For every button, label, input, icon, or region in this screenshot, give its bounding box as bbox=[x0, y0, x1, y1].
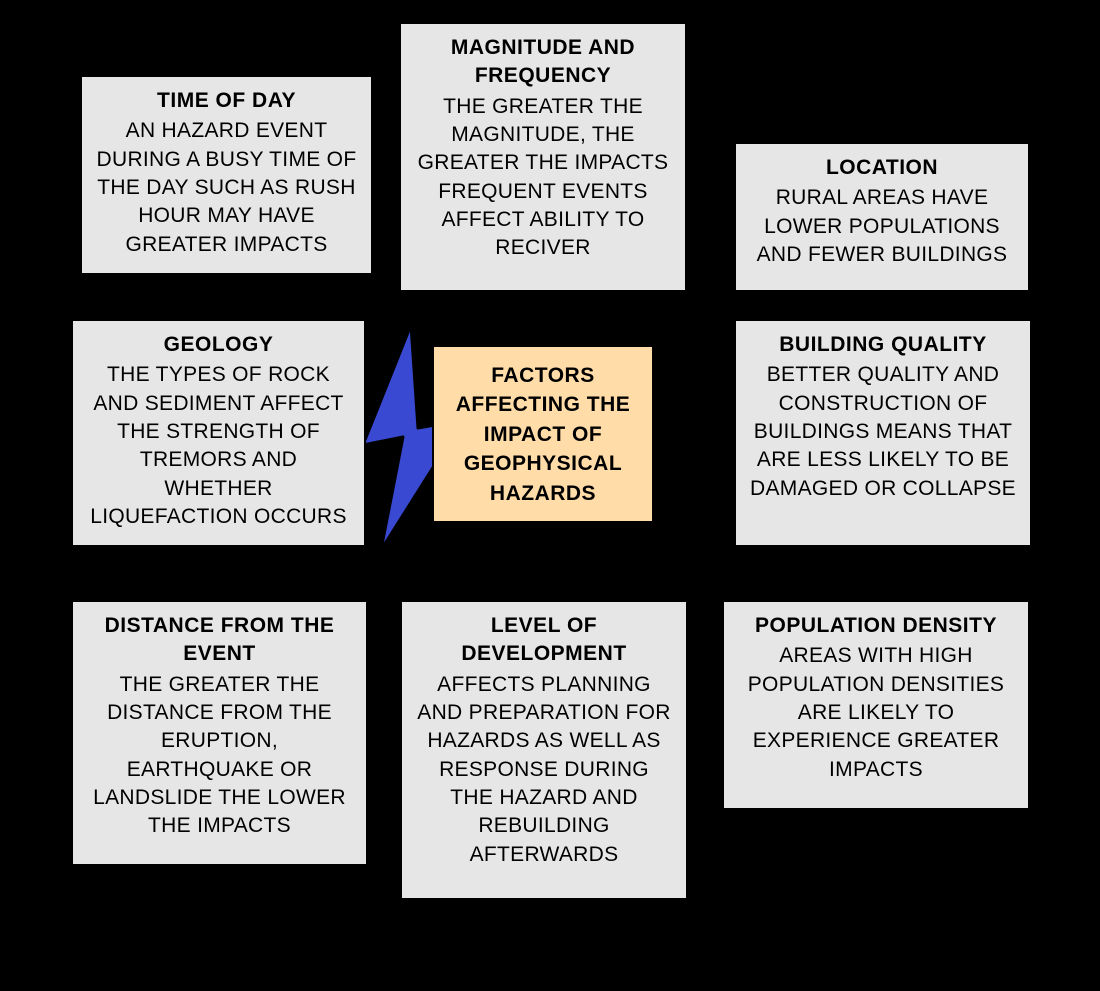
box-time-of-day: TIME OF DAY AN HAZARD EVENT DURING A BUS… bbox=[80, 75, 373, 275]
box-body: AREAS WITH HIGH POPULATION DENSITIES ARE… bbox=[738, 642, 1014, 784]
box-title: POPULATION DENSITY bbox=[738, 612, 1014, 640]
box-title: DISTANCE FROM THE EVENT bbox=[87, 612, 352, 669]
box-magnitude-frequency: MAGNITUDE AND FREQUENCY THE GREATER THE … bbox=[399, 22, 687, 292]
box-body: THE TYPES OF ROCK AND SEDIMENT AFFECT TH… bbox=[87, 361, 350, 531]
box-title: TIME OF DAY bbox=[96, 87, 357, 115]
box-distance: DISTANCE FROM THE EVENT THE GREATER THE … bbox=[71, 600, 368, 866]
box-body: BETTER QUALITY AND CONSTRUCTION OF BUILD… bbox=[750, 361, 1016, 503]
box-title: LEVEL OF DEVELOPMENT bbox=[416, 612, 672, 669]
box-body: RURAL AREAS HAVE LOWER POPULATIONS AND F… bbox=[750, 184, 1014, 269]
box-location: LOCATION RURAL AREAS HAVE LOWER POPULATI… bbox=[734, 142, 1030, 292]
box-body: THE GREATER THE MAGNITUDE, THE GREATER T… bbox=[415, 93, 671, 263]
box-body: AN HAZARD EVENT DURING A BUSY TIME OF TH… bbox=[96, 117, 357, 259]
box-population-density: POPULATION DENSITY AREAS WITH HIGH POPUL… bbox=[722, 600, 1030, 810]
box-title: MAGNITUDE AND FREQUENCY bbox=[415, 34, 671, 91]
box-building-quality: BUILDING QUALITY BETTER QUALITY AND CONS… bbox=[734, 319, 1032, 547]
center-box: FACTORS AFFECTING THE IMPACT OF GEOPHYSI… bbox=[432, 345, 654, 523]
box-geology: GEOLOGY THE TYPES OF ROCK AND SEDIMENT A… bbox=[71, 319, 366, 547]
box-development: LEVEL OF DEVELOPMENT AFFECTS PLANNING AN… bbox=[400, 600, 688, 900]
box-title: BUILDING QUALITY bbox=[750, 331, 1016, 359]
box-body: THE GREATER THE DISTANCE FROM THE ERUPTI… bbox=[87, 671, 352, 841]
box-title: GEOLOGY bbox=[87, 331, 350, 359]
center-text: FACTORS AFFECTING THE IMPACT OF GEOPHYSI… bbox=[456, 364, 631, 505]
box-title: LOCATION bbox=[750, 154, 1014, 182]
box-body: AFFECTS PLANNING AND PREPARATION FOR HAZ… bbox=[416, 671, 672, 869]
